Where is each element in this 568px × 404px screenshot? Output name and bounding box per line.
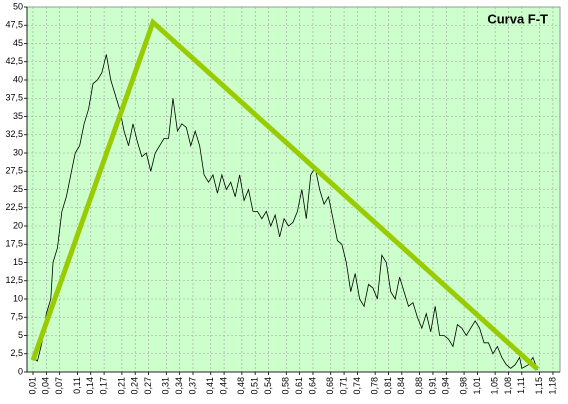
y-tick-label: 15 bbox=[13, 257, 23, 267]
x-tick-label: 1,08 bbox=[503, 377, 513, 395]
x-tick-label: 0,31 bbox=[161, 377, 171, 395]
x-tick-label: 0,01 bbox=[27, 377, 37, 395]
y-tick-label: 32,5 bbox=[5, 129, 23, 139]
x-tick-label: 0,61 bbox=[294, 377, 304, 395]
y-tick-label: 10 bbox=[13, 293, 23, 303]
x-tick-label: 0,88 bbox=[414, 377, 424, 395]
y-tick-label: 25 bbox=[13, 184, 23, 194]
x-tick-label: 0,04 bbox=[41, 377, 51, 395]
x-tick-label: 0,11 bbox=[72, 377, 82, 394]
x-tick-label: 0,78 bbox=[370, 377, 380, 395]
x-tick-label: 1,18 bbox=[547, 377, 557, 395]
y-tick-label: 40 bbox=[13, 74, 23, 84]
lines bbox=[30, 17, 540, 371]
x-tick-label: 0,58 bbox=[281, 377, 291, 395]
grid bbox=[24, 6, 560, 375]
x-tick-label: 0,21 bbox=[116, 377, 126, 395]
y-tick-label: 37,5 bbox=[5, 93, 23, 103]
y-tick-label: 22,5 bbox=[5, 202, 23, 212]
y-tick-label: 47,5 bbox=[5, 20, 23, 30]
x-tick-label: 0,68 bbox=[325, 377, 335, 395]
y-tick-label: 2,5 bbox=[10, 348, 23, 358]
x-tick-label: 0,74 bbox=[352, 377, 362, 395]
y-tick-label: 30 bbox=[13, 147, 23, 157]
x-tick-label: 0,41 bbox=[205, 377, 215, 395]
y-tick-label: 0 bbox=[18, 366, 23, 376]
x-tick-label: 0,27 bbox=[143, 377, 153, 395]
x-tick-label: 1,05 bbox=[490, 377, 500, 395]
x-tick-label: 0,48 bbox=[236, 377, 246, 395]
y-tick-label: 50 bbox=[13, 1, 23, 11]
series-line bbox=[30, 17, 540, 371]
x-tick-label: 0,54 bbox=[263, 377, 273, 395]
y-tick-label: 45 bbox=[13, 38, 23, 48]
y-tick-label: 42,5 bbox=[5, 56, 23, 66]
x-tick-label: 1,15 bbox=[534, 377, 544, 395]
y-tick-label: 5 bbox=[18, 330, 23, 340]
x-tick-label: 0,98 bbox=[458, 377, 468, 395]
x-tick-label: 0,14 bbox=[85, 377, 95, 395]
x-tick-label: 0,64 bbox=[307, 377, 317, 395]
y-tick-label: 35 bbox=[13, 111, 23, 121]
x-tick-label: 0,34 bbox=[174, 377, 184, 395]
x-tick-label: 0,07 bbox=[54, 377, 64, 395]
y-tick-label: 17,5 bbox=[5, 239, 23, 249]
x-tick-label: 0,81 bbox=[383, 377, 393, 395]
y-tick-label: 12,5 bbox=[5, 275, 23, 285]
x-tick-label: 0,51 bbox=[250, 377, 260, 395]
y-tick-label: 27,5 bbox=[5, 166, 23, 176]
x-tick-label: 0,37 bbox=[187, 377, 197, 395]
x-tick-label: 0,24 bbox=[130, 377, 140, 395]
y-tick-label: 20 bbox=[13, 220, 23, 230]
x-tick-label: 0,91 bbox=[427, 377, 437, 395]
labels: 0 2,5 5 7,5 10 12,5 15 17,5 20 22,5 25 27,5 30 32,5 35… bbox=[5, 1, 557, 394]
series-line bbox=[32, 54, 538, 370]
y-tick-label: 7,5 bbox=[10, 312, 23, 322]
x-tick-label: 0,71 bbox=[338, 377, 348, 395]
chart-title: Curva F-T bbox=[487, 11, 548, 26]
x-tick-label: 0,94 bbox=[441, 377, 451, 395]
x-tick-label: 0,84 bbox=[396, 377, 406, 395]
x-tick-label: 0,44 bbox=[218, 377, 228, 395]
x-tick-label: 1,01 bbox=[472, 377, 482, 395]
x-tick-label: 1,11 bbox=[516, 377, 526, 394]
x-tick-label: 0,17 bbox=[98, 377, 108, 395]
